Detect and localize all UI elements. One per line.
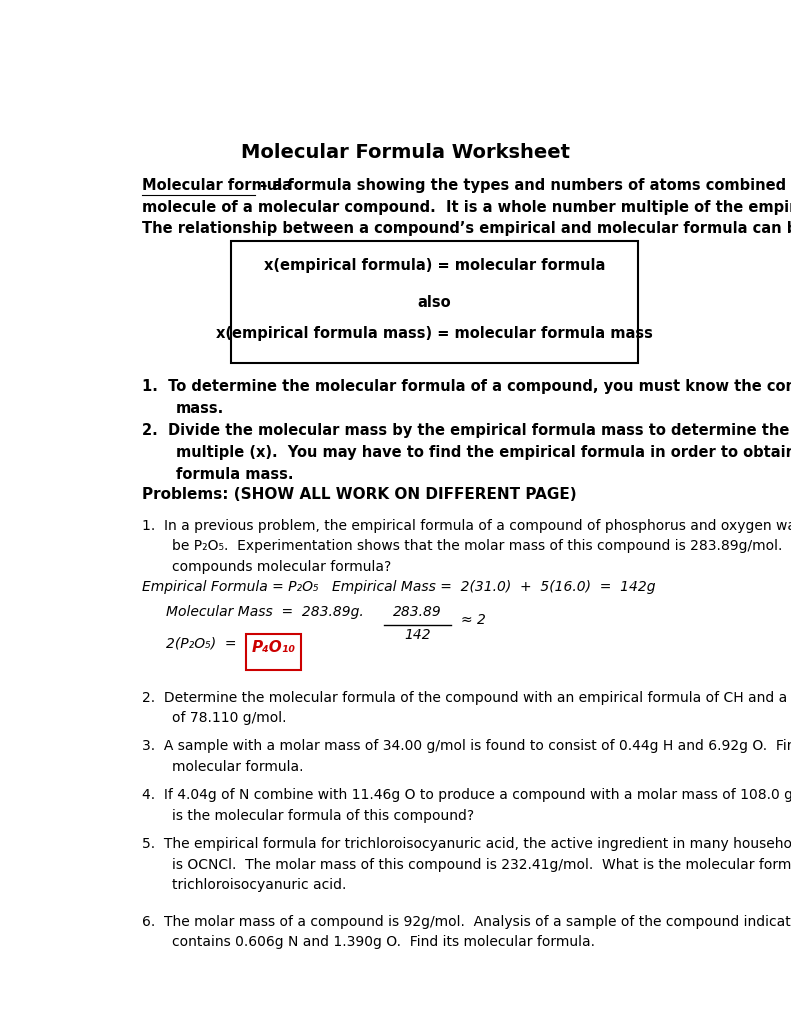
Text: Molecular formula: Molecular formula (142, 178, 292, 194)
Text: The relationship between a compound’s empirical and molecular formula can be wri: The relationship between a compound’s em… (142, 221, 791, 237)
Text: Problems: (SHOW ALL WORK ON DIFFERENT PAGE): Problems: (SHOW ALL WORK ON DIFFERENT PA… (142, 487, 577, 502)
Text: Molecular Formula Worksheet: Molecular Formula Worksheet (241, 142, 570, 162)
Text: compounds molecular formula?: compounds molecular formula? (172, 560, 392, 573)
FancyBboxPatch shape (246, 634, 301, 670)
Text: multiple (x).  You may have to find the empirical formula in order to obtain the: multiple (x). You may have to find the e… (176, 444, 791, 460)
FancyBboxPatch shape (231, 242, 638, 364)
Text: of 78.110 g/mol.: of 78.110 g/mol. (172, 711, 287, 725)
Text: is the molecular formula of this compound?: is the molecular formula of this compoun… (172, 809, 475, 823)
Text: 5.  The empirical formula for trichloroisocyanuric acid, the active ingredient i: 5. The empirical formula for trichlorois… (142, 838, 791, 851)
Text: contains 0.606g N and 1.390g O.  Find its molecular formula.: contains 0.606g N and 1.390g O. Find its… (172, 935, 596, 949)
Text: 3.  A sample with a molar mass of 34.00 g/mol is found to consist of 0.44g H and: 3. A sample with a molar mass of 34.00 g… (142, 739, 791, 754)
Text: – a formula showing the types and numbers of atoms combined in a single: – a formula showing the types and number… (255, 178, 791, 194)
Text: 6.  The molar mass of a compound is 92g/mol.  Analysis of a sample of the compou: 6. The molar mass of a compound is 92g/m… (142, 914, 791, 929)
Text: 2.  Determine the molecular formula of the compound with an empirical formula of: 2. Determine the molecular formula of th… (142, 690, 791, 705)
Text: 142: 142 (404, 628, 431, 641)
Text: Empirical Mass =  2(31.0)  +  5(16.0)  =  142g: Empirical Mass = 2(31.0) + 5(16.0) = 142… (332, 581, 655, 594)
Text: 1.  To determine the molecular formula of a compound, you must know the compound: 1. To determine the molecular formula of… (142, 379, 791, 394)
Text: formula mass.: formula mass. (176, 467, 293, 481)
Text: is OCNCl.  The molar mass of this compound is 232.41g/mol.  What is the molecula: is OCNCl. The molar mass of this compoun… (172, 858, 791, 871)
Text: 2.  Divide the molecular mass by the empirical formula mass to determine the who: 2. Divide the molecular mass by the empi… (142, 423, 791, 437)
Text: mass.: mass. (176, 401, 224, 416)
Text: 2(P₂O₅)  =: 2(P₂O₅) = (166, 637, 237, 651)
Text: 4.  If 4.04g of N combine with 11.46g O to produce a compound with a molar mass : 4. If 4.04g of N combine with 11.46g O t… (142, 788, 791, 803)
Text: 1.  In a previous problem, the empirical formula of a compound of phosphorus and: 1. In a previous problem, the empirical … (142, 519, 791, 532)
Text: P₄O₁₀: P₄O₁₀ (252, 640, 296, 655)
Text: 283.89: 283.89 (393, 605, 442, 620)
Text: be P₂O₅.  Experimentation shows that the molar mass of this compound is 283.89g/: be P₂O₅. Experimentation shows that the … (172, 540, 791, 553)
Text: trichloroisocyanuric acid.: trichloroisocyanuric acid. (172, 879, 346, 892)
Text: x(empirical formula) = molecular formula: x(empirical formula) = molecular formula (264, 258, 605, 273)
Text: ≈ 2: ≈ 2 (460, 613, 486, 628)
Text: x(empirical formula mass) = molecular formula mass: x(empirical formula mass) = molecular fo… (216, 327, 653, 341)
Text: molecule of a molecular compound.  It is a whole number multiple of the empirica: molecule of a molecular compound. It is … (142, 200, 791, 215)
Text: Molecular Mass  =  283.89g.: Molecular Mass = 283.89g. (166, 605, 364, 620)
Text: Empirical Formula = P₂O₅: Empirical Formula = P₂O₅ (142, 581, 319, 594)
Text: molecular formula.: molecular formula. (172, 760, 304, 774)
Text: also: also (418, 295, 452, 310)
